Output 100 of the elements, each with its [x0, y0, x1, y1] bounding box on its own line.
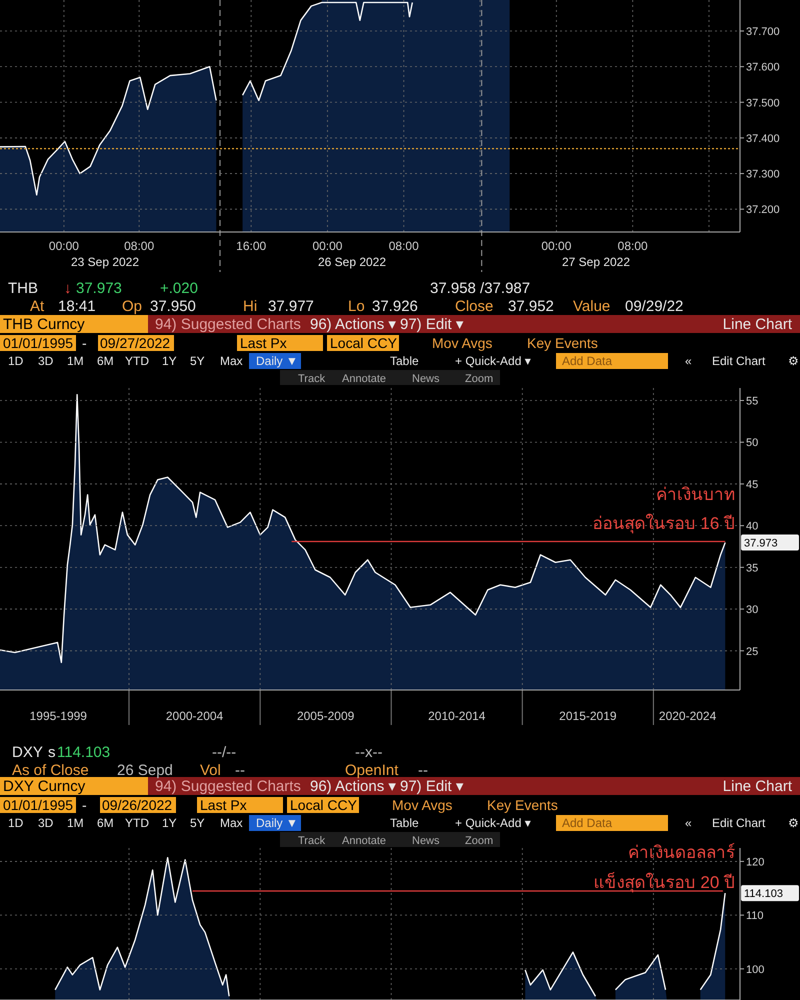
y-tick-label: 30 [746, 604, 758, 616]
y-tick-label: 37.700 [746, 26, 780, 38]
text: As of Close [12, 762, 89, 779]
text: Lo [348, 298, 365, 315]
text: Close [455, 298, 494, 315]
text: Last Px [200, 797, 247, 813]
text: Max [220, 816, 243, 830]
text: +.020 [160, 280, 198, 297]
text: Max [220, 354, 243, 368]
y-tick-label: 120 [746, 856, 764, 868]
text: Edit Chart [712, 354, 766, 368]
text: THB [8, 280, 38, 297]
text: 37.958 /37.987 [430, 280, 530, 297]
text: 01/01/1995 [3, 797, 74, 813]
text: 114.103 [57, 744, 110, 761]
text: Zoom [465, 373, 494, 385]
text: Line Chart [722, 778, 793, 795]
text: Local CCY [330, 335, 398, 351]
text: Add Data [562, 816, 612, 830]
annotation: ค่าเงินดอลลาร์ [628, 843, 735, 862]
text: News [412, 835, 440, 847]
text: 94) Suggested Charts [155, 778, 301, 795]
text: Edit Chart [712, 816, 766, 830]
text: 3D [38, 816, 54, 830]
text: Line Chart [722, 316, 793, 333]
x-tick-label: 2000-2004 [166, 709, 224, 723]
text: -- [418, 762, 428, 779]
text: 37.952 [508, 298, 554, 315]
text: 09/27/2022 [100, 335, 170, 351]
text: Mov Avgs [392, 797, 452, 813]
y-tick-label: 100 [746, 964, 764, 976]
text: OpenInt [345, 762, 400, 779]
text: --x-- [355, 744, 382, 761]
text: Key Events [527, 335, 598, 351]
text: 09/29/22 [625, 298, 684, 315]
text: Annotate [342, 835, 386, 847]
y-tick-label: 40 [746, 520, 758, 533]
text: « [685, 354, 692, 368]
y-tick-label: 37.300 [746, 168, 780, 181]
text: 23 Sep 2022 [70, 255, 140, 269]
data-label: 37.973 [744, 538, 778, 550]
text: 01/01/1995 [3, 335, 74, 351]
text: 1Y [162, 354, 177, 368]
text: Last Px [240, 335, 287, 351]
x-tick-label: 2015-2019 [559, 709, 617, 723]
text: Daily ▼ [256, 816, 298, 830]
x-tick-label: 08:00 [388, 239, 420, 253]
text: Local CCY [290, 797, 358, 813]
text: 6M [97, 354, 114, 368]
text: 26 Sep 2022 [318, 255, 386, 269]
text: DXY [12, 744, 43, 761]
text: 1D [8, 354, 24, 368]
text: 5Y [190, 354, 205, 368]
text: DXY Curncy [3, 778, 86, 795]
text: - [82, 335, 87, 351]
text: ⚙ [788, 816, 799, 830]
text: YTD [125, 354, 150, 368]
text: - [82, 797, 87, 813]
text: 3D [38, 354, 54, 368]
text: 1Y [162, 816, 177, 830]
y-tick-label: 37.600 [746, 62, 780, 74]
x-tick-label: 2020-2024 [658, 709, 717, 723]
text: 1M [67, 354, 84, 368]
x-tick-label: 16:00 [236, 239, 266, 253]
text: Add Data [562, 354, 612, 368]
text: Table [390, 354, 420, 368]
text: 97) Edit ▾ [400, 316, 464, 333]
text: --/-- [212, 744, 236, 761]
text: s [48, 744, 56, 761]
text: 97) Edit ▾ [400, 778, 464, 795]
y-tick-label: 25 [746, 646, 758, 658]
text: « [685, 816, 692, 830]
text: 96) Actions ▾ [310, 778, 396, 795]
y-tick-label: 35 [746, 562, 758, 574]
text: YTD [125, 816, 150, 830]
text: 37.973 [76, 280, 122, 297]
text: 96) Actions ▾ [310, 316, 396, 333]
text: Value [573, 298, 610, 315]
y-tick-label: 37.400 [746, 132, 780, 145]
x-tick-label: 2010-2014 [428, 709, 486, 723]
text: -- [235, 762, 245, 779]
text: 27 Sep 2022 [562, 255, 630, 269]
y-tick-label: 110 [746, 910, 764, 922]
text: 5Y [190, 816, 205, 830]
text: THB Curncy [3, 316, 86, 333]
text: 1D [8, 816, 24, 830]
y-tick-label: 37.200 [746, 204, 780, 216]
text: 37.926 [372, 298, 418, 315]
x-tick-label: 08:00 [124, 239, 154, 253]
text: Annotate [342, 373, 386, 385]
x-tick-label: 1995-1999 [30, 709, 88, 723]
annotation: แข็งสุดในรอบ 20 ปี [594, 871, 735, 893]
text: 18:41 [58, 298, 96, 315]
text: 6M [97, 816, 114, 830]
text: Key Events [487, 797, 558, 813]
text: Zoom [465, 835, 494, 847]
text: Vol [200, 762, 221, 779]
y-tick-label: 55 [746, 396, 758, 408]
text: 1M [67, 816, 84, 830]
annotation: ค่าเงินบาท [656, 485, 735, 504]
